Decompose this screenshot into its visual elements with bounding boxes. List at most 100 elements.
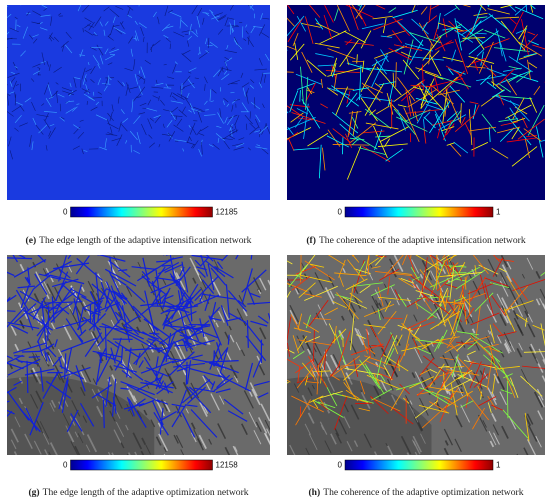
texture-stroke: [155, 436, 162, 446]
network-edge: [216, 261, 224, 270]
network-edge: [449, 85, 466, 103]
network-edge: [238, 137, 245, 141]
network-edge: [12, 80, 17, 90]
network-edge: [287, 15, 305, 37]
network-edge: [7, 111, 14, 117]
network-edge: [388, 47, 413, 61]
network-edge: [517, 118, 545, 140]
network-edge: [533, 86, 541, 96]
network-edge: [157, 16, 160, 25]
network-edge: [425, 89, 444, 111]
network-edge: [299, 274, 333, 283]
network-edge: [422, 403, 450, 429]
network-edge: [251, 102, 261, 110]
network-edge: [370, 397, 401, 412]
texture-stroke: [30, 369, 39, 383]
network-edge: [79, 54, 85, 56]
network-edge: [244, 114, 253, 125]
network-edge: [65, 107, 76, 114]
network-edge: [197, 110, 203, 123]
network-edge: [373, 374, 380, 385]
network-edge: [494, 356, 514, 387]
texture-stroke: [167, 373, 177, 390]
network-edge: [210, 317, 222, 321]
network-edge: [367, 257, 379, 266]
network-edge: [85, 68, 92, 73]
network-edge: [196, 266, 207, 271]
network-edge: [214, 266, 234, 279]
network-edge: [84, 29, 93, 36]
network-edge: [297, 339, 332, 346]
texture-stroke: [13, 451, 18, 455]
network-edge: [128, 86, 139, 90]
texture-stroke: [132, 432, 143, 450]
texture-stroke: [260, 403, 270, 422]
network-edge: [330, 57, 338, 75]
network-edge: [104, 48, 109, 55]
texture-stroke: [202, 375, 211, 392]
network-edge: [423, 128, 427, 144]
network-edge: [119, 362, 144, 381]
network-edge: [373, 125, 388, 159]
network-edge: [287, 316, 292, 343]
network-edge: [332, 128, 352, 144]
network-edge: [111, 47, 116, 50]
network-edge: [226, 115, 234, 126]
network-edge: [487, 5, 491, 6]
network-edge: [152, 331, 170, 347]
texture-stroke: [133, 395, 137, 402]
network-edge: [252, 355, 263, 378]
texture-stroke: [175, 341, 186, 360]
network-edge: [414, 302, 438, 319]
network-edge: [65, 318, 84, 344]
network-edge: [61, 87, 73, 92]
network-edge: [287, 5, 295, 15]
network-edge: [453, 299, 455, 316]
network-edge: [48, 64, 51, 71]
texture-stroke: [504, 339, 512, 353]
texture-stroke: [535, 270, 541, 279]
network-edge: [76, 257, 103, 281]
network-edge: [126, 384, 161, 404]
network-edge: [82, 74, 87, 85]
network-edge: [352, 87, 370, 91]
network-edge: [117, 96, 120, 104]
network-edge: [290, 314, 301, 332]
network-edge: [416, 375, 440, 397]
network-edge: [454, 5, 460, 11]
network-edge: [364, 304, 395, 317]
network-edge: [114, 360, 122, 371]
texture-stroke: [107, 451, 111, 455]
network-edge: [456, 337, 471, 352]
network-edge: [467, 341, 478, 350]
network-edge: [171, 403, 185, 408]
network-edge: [7, 95, 9, 106]
network-edge: [406, 295, 427, 308]
network-edge: [445, 98, 450, 108]
network-edge: [144, 60, 151, 65]
network-edge: [377, 310, 397, 335]
network-edge: [190, 409, 218, 438]
network-edge: [173, 31, 185, 37]
texture-stroke: [224, 446, 231, 455]
texture-stroke: [35, 271, 44, 286]
network-edge: [473, 59, 479, 71]
network-edge: [118, 121, 122, 132]
network-edge: [352, 255, 360, 263]
network-edge: [233, 146, 244, 151]
texture-stroke: [266, 428, 270, 437]
network-edge: [355, 5, 366, 19]
network-edge: [147, 118, 153, 129]
network-edge: [7, 307, 25, 328]
network-edge: [50, 308, 64, 323]
network-edge: [90, 79, 95, 83]
texture-stroke: [128, 361, 136, 375]
texture-stroke: [58, 401, 64, 410]
network-edge: [164, 5, 169, 17]
texture-stroke: [35, 390, 43, 403]
texture-stroke: [10, 439, 17, 450]
texture-stroke: [307, 412, 315, 424]
network-edge: [355, 94, 362, 101]
network-edge: [126, 7, 131, 17]
network-edge: [120, 292, 142, 319]
